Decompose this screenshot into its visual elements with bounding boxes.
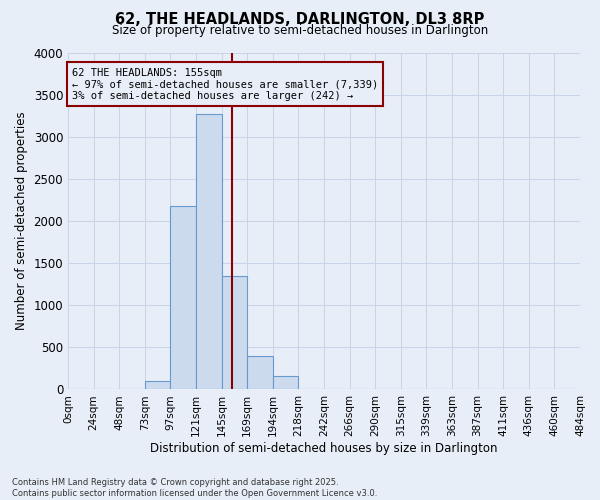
Bar — [247, 356, 273, 390]
Bar — [273, 376, 298, 390]
Y-axis label: Number of semi-detached properties: Number of semi-detached properties — [15, 112, 28, 330]
Bar — [145, 381, 170, 390]
Bar — [170, 206, 196, 390]
Text: 62, THE HEADLANDS, DARLINGTON, DL3 8RP: 62, THE HEADLANDS, DARLINGTON, DL3 8RP — [115, 12, 485, 28]
X-axis label: Distribution of semi-detached houses by size in Darlington: Distribution of semi-detached houses by … — [150, 442, 498, 455]
Text: 62 THE HEADLANDS: 155sqm
← 97% of semi-detached houses are smaller (7,339)
3% of: 62 THE HEADLANDS: 155sqm ← 97% of semi-d… — [72, 68, 378, 101]
Text: Size of property relative to semi-detached houses in Darlington: Size of property relative to semi-detach… — [112, 24, 488, 37]
Bar — [221, 276, 247, 390]
Bar — [196, 114, 221, 390]
Text: Contains HM Land Registry data © Crown copyright and database right 2025.
Contai: Contains HM Land Registry data © Crown c… — [12, 478, 377, 498]
